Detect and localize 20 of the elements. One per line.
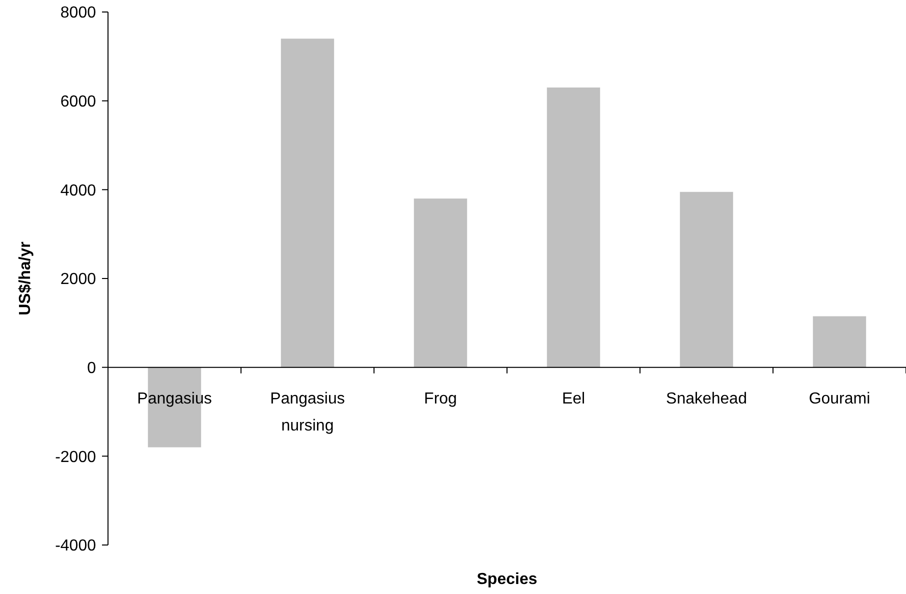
y-tick-label: 4000 xyxy=(60,182,96,200)
y-axis-title: US$/ha/yr xyxy=(17,242,34,316)
bar xyxy=(414,198,468,368)
y-tick-label: -2000 xyxy=(55,448,96,466)
y-tick-label: -4000 xyxy=(55,538,96,555)
bar xyxy=(546,88,600,368)
y-tick-label: 2000 xyxy=(60,271,96,288)
x-tick-label: Eel xyxy=(562,390,586,408)
bar xyxy=(680,192,734,368)
x-tick-label: Snakehead xyxy=(666,390,747,408)
y-tick-label: 8000 xyxy=(60,4,96,22)
y-tick-label: 0 xyxy=(87,360,96,377)
bar xyxy=(812,316,866,368)
x-tick-label: Frog xyxy=(424,390,457,408)
x-axis-title: Species xyxy=(476,571,538,588)
bar xyxy=(280,38,334,368)
x-tick-label: Gourami xyxy=(808,390,870,408)
x-tick-label: Pangasius xyxy=(137,390,212,408)
y-tick-label: 6000 xyxy=(60,93,96,110)
x-tick-label: Pangasius nursing xyxy=(270,390,345,434)
